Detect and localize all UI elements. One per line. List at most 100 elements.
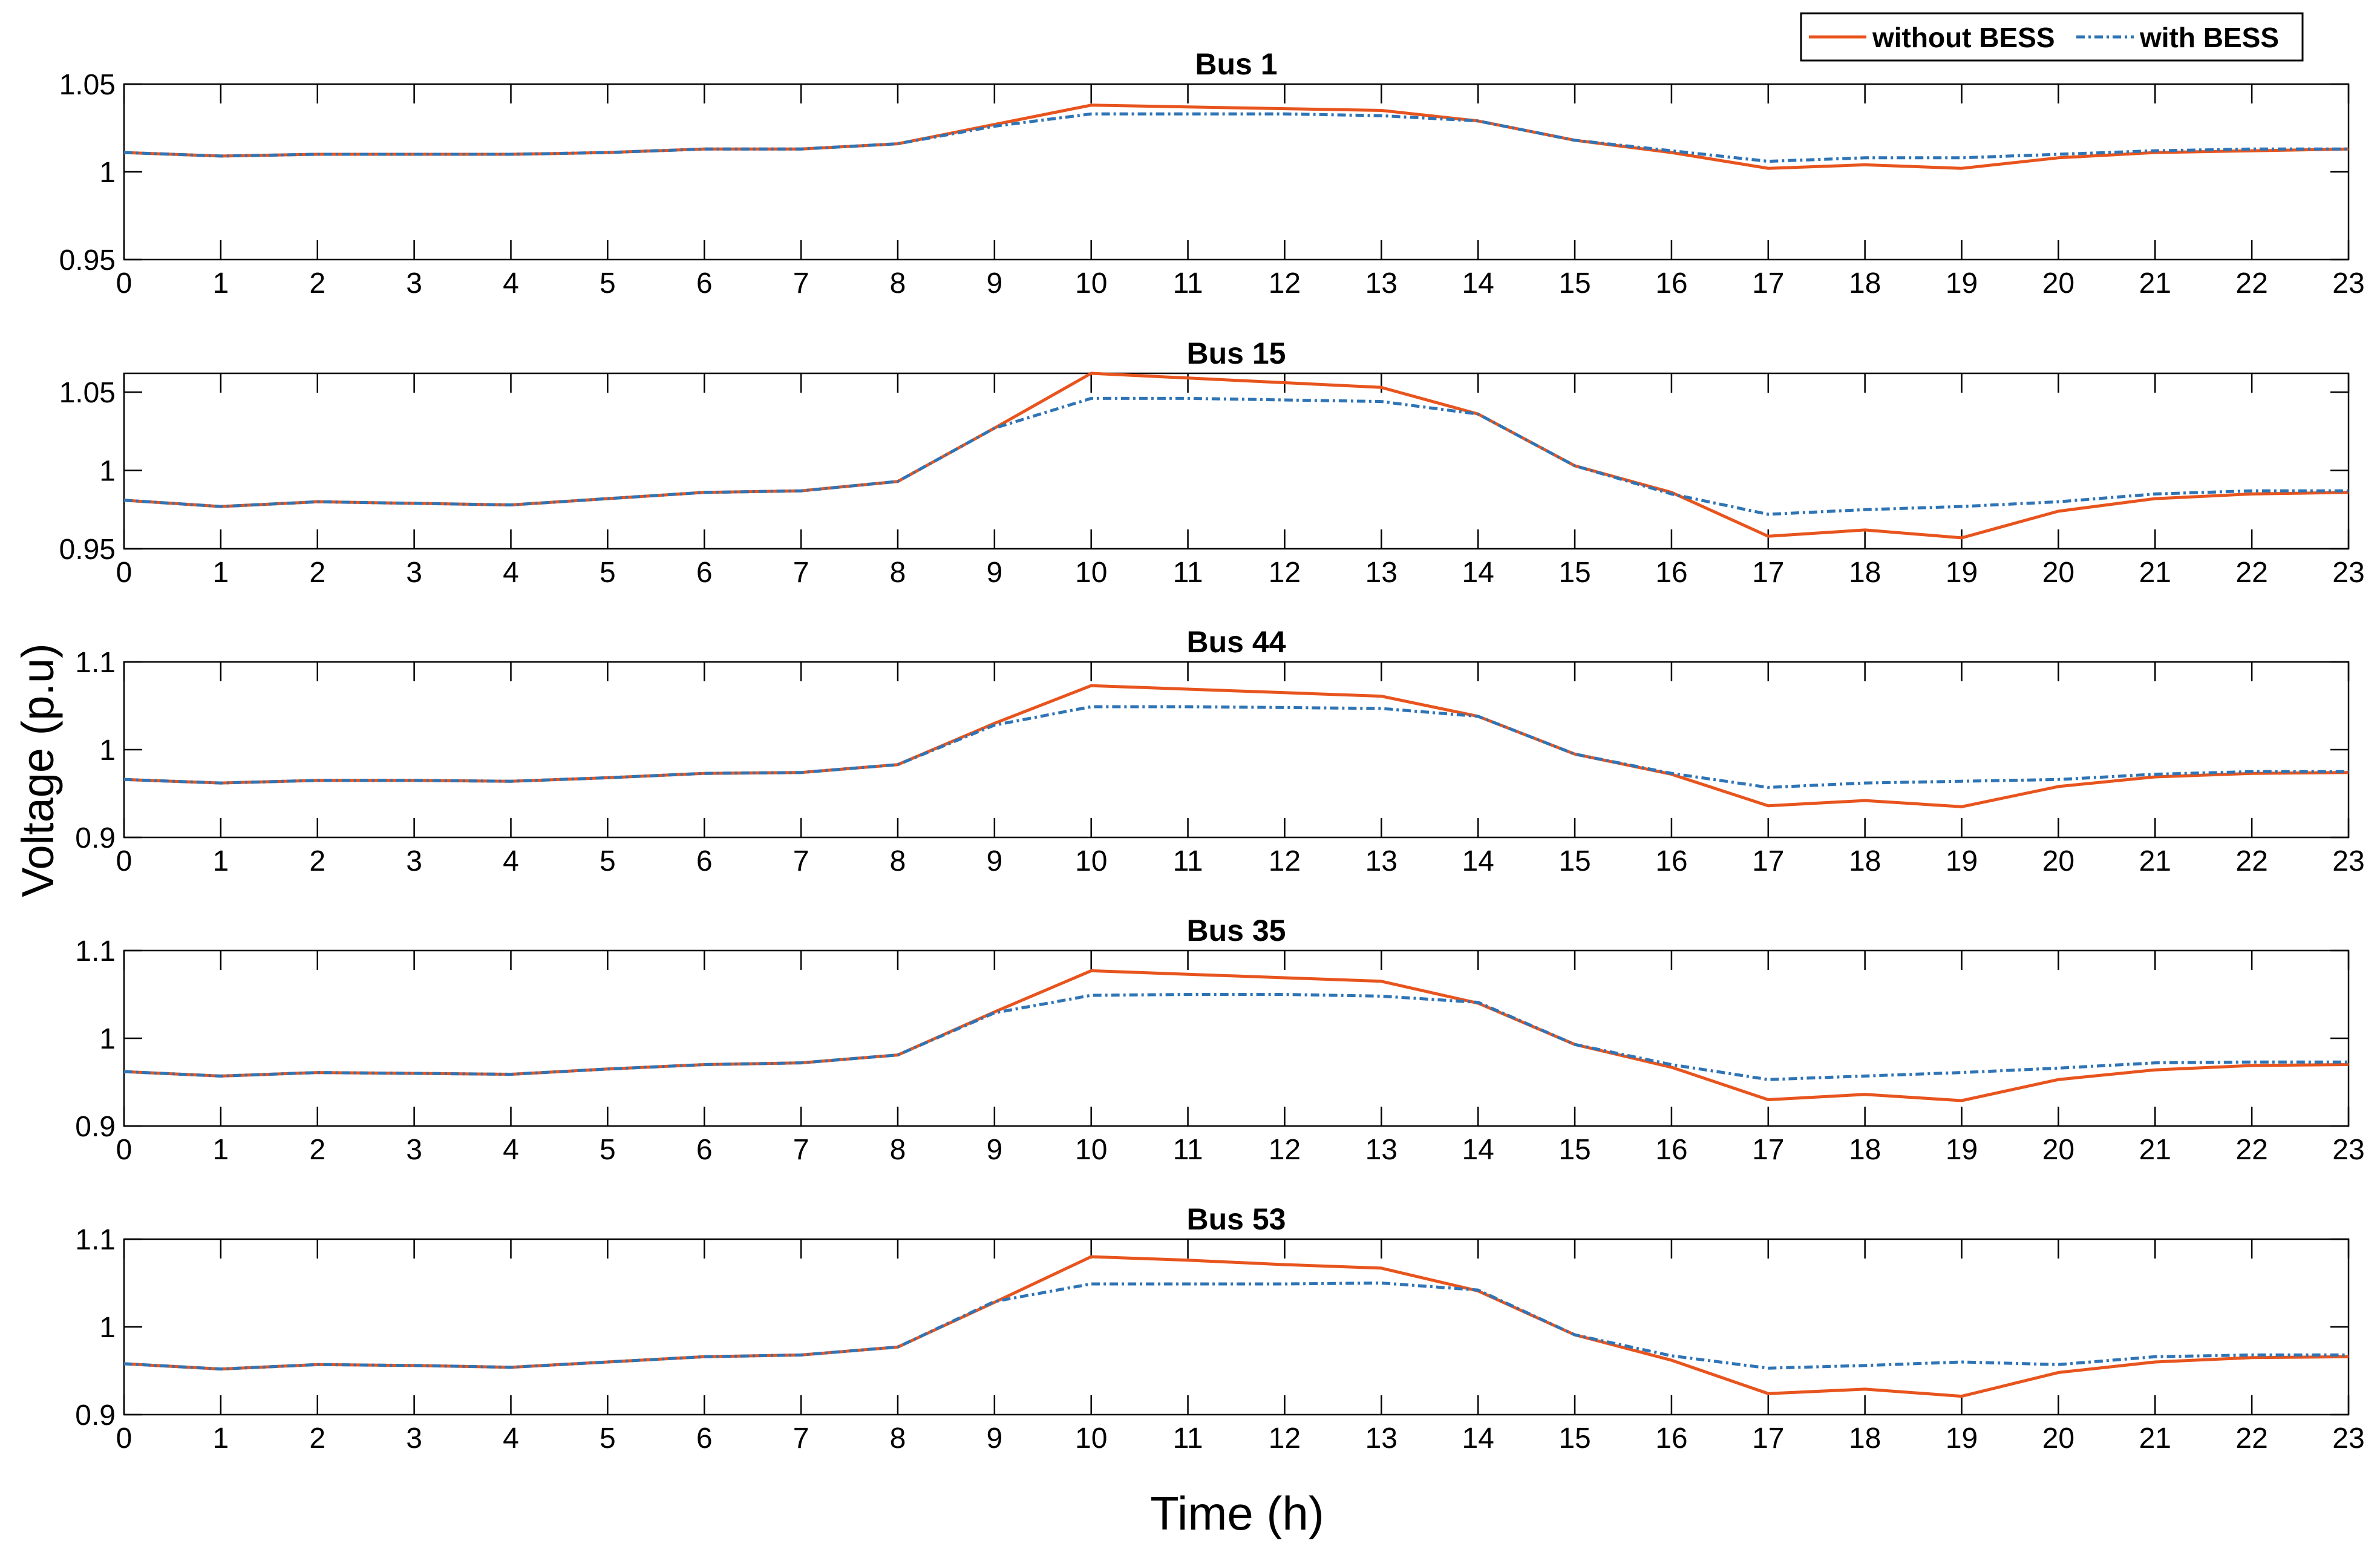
x-tick-label: 13	[1365, 1134, 1398, 1166]
panel-bus-44: Bus 440 1 2 3 4 5 6 7 8 9 10 11 12 13 14 15 16 17 18 19 20 21…	[75, 625, 2364, 877]
x-tick-label: 14	[1462, 267, 1494, 300]
y-tick-label: 1	[99, 456, 116, 488]
x-tick-label: 19	[1946, 267, 1978, 300]
x-tick-label: 21	[2139, 1422, 2171, 1455]
x-tick-label: 15	[1558, 557, 1590, 589]
x-tick-label: 14	[1462, 1134, 1494, 1166]
x-tick-label: 12	[1269, 267, 1301, 300]
x-tick-label: 9	[986, 1422, 1002, 1455]
x-tick-label: 10	[1075, 267, 1107, 300]
x-tick-label: 5	[600, 267, 616, 300]
x-tick-label: 22	[2235, 557, 2267, 589]
y-tick-label: 1	[99, 1023, 116, 1055]
legend-label-with-bess: with BESS	[2139, 22, 2279, 53]
x-tick-label: 9	[986, 1134, 1002, 1166]
plot-frame-bus-53	[123, 1238, 2350, 1416]
x-tick-label: 20	[2042, 557, 2074, 589]
x-tick-label: 11	[1173, 1422, 1203, 1455]
x-tick-label: 5	[600, 557, 616, 589]
x-tick-label: 22	[2235, 845, 2267, 877]
y-tick-label: 1.05	[59, 69, 116, 101]
x-tick-label: 15	[1558, 267, 1590, 300]
y-tick-label: 1	[99, 1312, 116, 1344]
x-tick-label: 18	[1849, 1134, 1881, 1166]
x-tick-label: 2	[309, 1134, 325, 1166]
x-tick-label: 18	[1849, 1422, 1881, 1455]
x-tick-label: 3	[406, 1422, 422, 1455]
x-tick-label: 2	[309, 267, 325, 300]
x-tick-label: 8	[890, 1422, 906, 1455]
x-tick-label: 6	[696, 845, 713, 877]
chart-panels: Bus 10 1 2 3 4 5 6 7 8 9 10 11 12 13 14 15 16 17 18 19 20 21 2…	[59, 47, 2365, 1455]
x-tick-label: 14	[1462, 557, 1494, 589]
x-tick-label: 2	[309, 845, 325, 877]
x-tick-label: 4	[503, 1422, 519, 1455]
x-tick-label: 16	[1655, 1134, 1687, 1166]
x-tick-label: 19	[1946, 557, 1978, 589]
panel-bus-35: Bus 350 1 2 3 4 5 6 7 8 9 10 11 12 13 14 15 16 17 18 19 20 21…	[75, 914, 2364, 1166]
x-tick-label: 6	[696, 1422, 713, 1455]
x-tick-label: 10	[1075, 557, 1107, 589]
x-tick-label: 14	[1462, 845, 1494, 877]
x-tick-label: 8	[890, 557, 906, 589]
x-tick-label: 23	[2332, 557, 2364, 589]
y-axis-label: Voltage (p.u)	[13, 643, 63, 897]
panel-title-bus-53: Bus 53	[1187, 1202, 1286, 1236]
x-tick-label: 4	[503, 267, 519, 300]
y-tick-label: 1.1	[75, 647, 116, 679]
x-tick-label: 16	[1655, 1422, 1687, 1455]
x-tick-label: 1	[213, 557, 229, 589]
panel-bus-1: Bus 10 1 2 3 4 5 6 7 8 9 10 11 12 13 14 15 16 17 18 19 20 21 2…	[59, 47, 2365, 300]
x-tick-label: 9	[986, 557, 1002, 589]
x-tick-label: 7	[793, 267, 809, 300]
x-tick-label: 14	[1462, 1422, 1494, 1455]
x-tick-label: 21	[2139, 1134, 2171, 1166]
panel-bus-53: Bus 530 1 2 3 4 5 6 7 8 9 10 11 12 13 14 15 16 17 18 19 20 21…	[75, 1202, 2364, 1455]
x-tick-label: 10	[1075, 1422, 1107, 1455]
plot-frame-bus-15	[123, 372, 2350, 550]
y-tick-label: 1.05	[59, 377, 116, 409]
x-tick-label: 13	[1365, 557, 1398, 589]
x-tick-label: 3	[406, 267, 422, 300]
x-tick-label: 21	[2139, 557, 2171, 589]
x-tick-label: 17	[1752, 1422, 1784, 1455]
x-tick-label: 13	[1365, 845, 1398, 877]
x-tick-label: 23	[2332, 845, 2364, 877]
panel-title-bus-15: Bus 15	[1187, 336, 1286, 370]
x-tick-label: 13	[1365, 267, 1398, 300]
x-tick-label: 17	[1752, 845, 1784, 877]
legend: without BESS with BESS	[1800, 12, 2304, 62]
x-tick-label: 19	[1946, 1422, 1978, 1455]
x-tick-label: 5	[600, 1134, 616, 1166]
panel-bus-15: Bus 150 1 2 3 4 5 6 7 8 9 10 11 12 13 14 15 16 17 18 19 20 21…	[59, 336, 2365, 589]
x-tick-label: 23	[2332, 1134, 2364, 1166]
x-tick-label: 0	[116, 1422, 132, 1455]
x-axis-label: Time (h)	[1150, 1487, 1324, 1540]
x-tick-label: 4	[503, 845, 519, 877]
x-tick-label: 7	[793, 845, 809, 877]
x-tick-label: 5	[600, 845, 616, 877]
x-tick-label: 7	[793, 1134, 809, 1166]
series-line-with-bess-bus-15	[123, 396, 2349, 516]
x-tick-label: 13	[1365, 1422, 1398, 1455]
x-tick-label: 21	[2139, 267, 2171, 300]
x-tick-label: 0	[116, 1134, 132, 1166]
x-tick-label: 9	[986, 267, 1002, 300]
x-tick-label: 0	[116, 267, 132, 300]
x-tick-label: 8	[890, 267, 906, 300]
x-tick-label: 10	[1075, 1134, 1107, 1166]
x-tick-label: 1	[213, 845, 229, 877]
y-tick-label: 0.9	[75, 822, 116, 854]
x-tick-label: 20	[2042, 267, 2074, 300]
x-tick-label: 12	[1269, 1134, 1301, 1166]
x-tick-label: 19	[1946, 845, 1978, 877]
panel-title-bus-35: Bus 35	[1187, 914, 1286, 948]
y-tick-label: 0.9	[75, 1400, 116, 1432]
x-tick-label: 7	[793, 1422, 809, 1455]
x-tick-label: 9	[986, 845, 1002, 877]
series-line-with-bess-bus-44	[123, 705, 2349, 789]
x-tick-label: 22	[2235, 1422, 2267, 1455]
x-tick-label: 17	[1752, 557, 1784, 589]
x-tick-label: 11	[1173, 557, 1203, 589]
